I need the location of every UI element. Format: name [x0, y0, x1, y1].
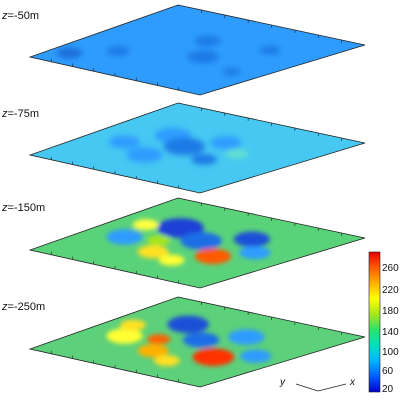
contour-blob	[222, 67, 241, 76]
contour-blob	[106, 46, 130, 56]
contour-blob	[228, 329, 265, 345]
layer-outline	[28, 197, 366, 289]
contour-blob	[239, 246, 271, 260]
layer-label-150: z=-150m	[2, 202, 46, 214]
contour-blob	[240, 349, 272, 363]
layer-base	[30, 5, 365, 95]
layer-outline	[28, 102, 366, 194]
contour-blob	[106, 328, 143, 344]
layer-outline	[28, 4, 366, 96]
contour-blob	[137, 344, 169, 358]
colorbar-tick: 100	[382, 347, 399, 358]
colorbar-tick: 20	[382, 384, 394, 395]
contour-blob	[194, 35, 221, 47]
axis-y-line	[295, 383, 319, 392]
contour-blob	[153, 355, 180, 367]
layer-label-250: z=-250m	[2, 301, 46, 313]
contour-blob	[259, 45, 281, 55]
contour-blob	[225, 148, 249, 159]
layer-plane	[30, 297, 365, 387]
contour-blob	[106, 229, 143, 245]
axis-x-line	[317, 383, 347, 392]
contour-blob	[132, 219, 159, 231]
contour-blob	[137, 245, 169, 259]
layer-plane	[30, 5, 365, 95]
axis-y-label: y	[280, 377, 285, 388]
contour-blob	[187, 50, 219, 64]
axis-x-label: x	[350, 377, 355, 388]
layer-plane	[30, 198, 365, 288]
colorbar-tick: 180	[382, 306, 399, 317]
colorbar	[368, 251, 381, 393]
contour-blob	[233, 231, 271, 247]
contour-blob	[56, 47, 83, 59]
colorbar-tick: 60	[382, 366, 394, 377]
contour-blob	[180, 232, 222, 250]
contour-blob	[126, 147, 163, 163]
contour-blob	[163, 137, 206, 156]
contour-blob	[119, 319, 146, 331]
colorbar-tick: 220	[382, 285, 399, 296]
layer-label-75: z=-75m	[2, 108, 39, 120]
contour-blob	[182, 332, 220, 348]
contour-blob	[194, 248, 232, 265]
contour-blob	[147, 334, 171, 345]
layer-outline	[28, 296, 366, 388]
layer-plane	[30, 103, 365, 193]
contour-blob	[108, 135, 141, 149]
contour-blob	[147, 235, 171, 246]
contour-blob	[210, 136, 242, 150]
colorbar-tick: 260	[382, 263, 399, 274]
contour-blob	[158, 254, 185, 266]
contour-blob	[192, 348, 235, 366]
contour-blob	[191, 153, 218, 165]
layer-label-50: z=-50m	[2, 10, 39, 22]
contour-blob	[157, 218, 204, 238]
contour-blob	[167, 315, 209, 334]
colorbar-tick: 140	[382, 327, 399, 338]
